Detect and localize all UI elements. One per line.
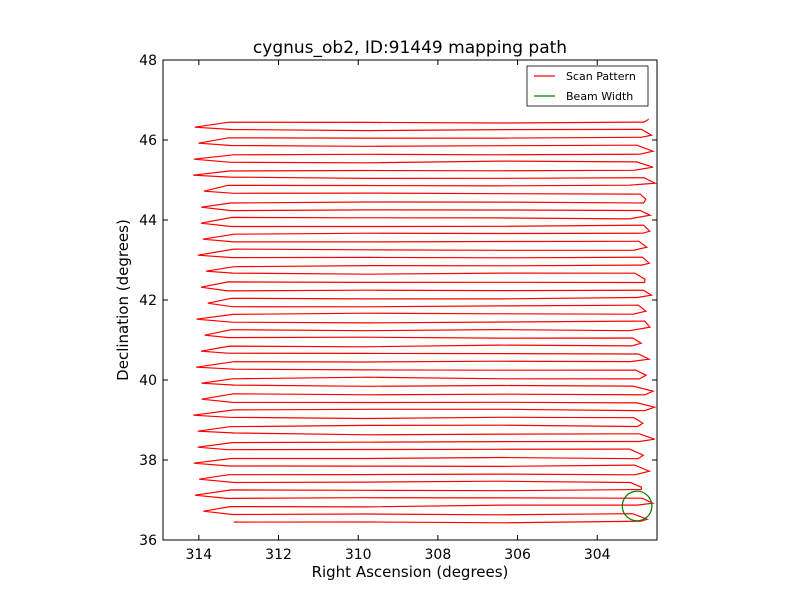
x-tick-label: 308: [425, 547, 452, 563]
legend-label-beam-width: Beam Width: [566, 90, 633, 103]
x-axis-ticks: 314 312 310 308 306 304: [185, 60, 611, 563]
legend-box: [526, 65, 649, 107]
y-tick-label: 40: [139, 373, 157, 389]
scan-pattern-series: [193, 118, 658, 524]
y-tick-label: 42: [139, 293, 157, 309]
legend-label-scan-pattern: Scan Pattern: [566, 70, 636, 83]
y-tick-label: 36: [139, 533, 157, 549]
x-tick-label: 306: [504, 547, 531, 563]
y-axis-ticks: 36 38 40 42 44 46 48: [139, 53, 657, 549]
y-axis-label: Declination (degrees): [114, 219, 132, 381]
scan-pattern-line: [193, 118, 658, 524]
beam-width-circle: [621, 490, 653, 522]
legend: Scan Pattern Beam Width: [526, 65, 649, 107]
y-tick-label: 38: [139, 453, 157, 469]
chart-title: cygnus_ob2, ID:91449 mapping path: [253, 38, 567, 58]
y-tick-label: 48: [139, 53, 157, 69]
x-axis-label: Right Ascension (degrees): [312, 563, 509, 581]
x-tick-label: 312: [265, 547, 292, 563]
x-tick-label: 314: [185, 547, 212, 563]
plot-background: [163, 60, 657, 540]
plot-area: [162, 59, 658, 541]
x-tick-label: 310: [345, 547, 372, 563]
y-tick-label: 46: [139, 133, 157, 149]
x-tick-label: 304: [584, 547, 611, 563]
y-tick-label: 44: [139, 213, 157, 229]
